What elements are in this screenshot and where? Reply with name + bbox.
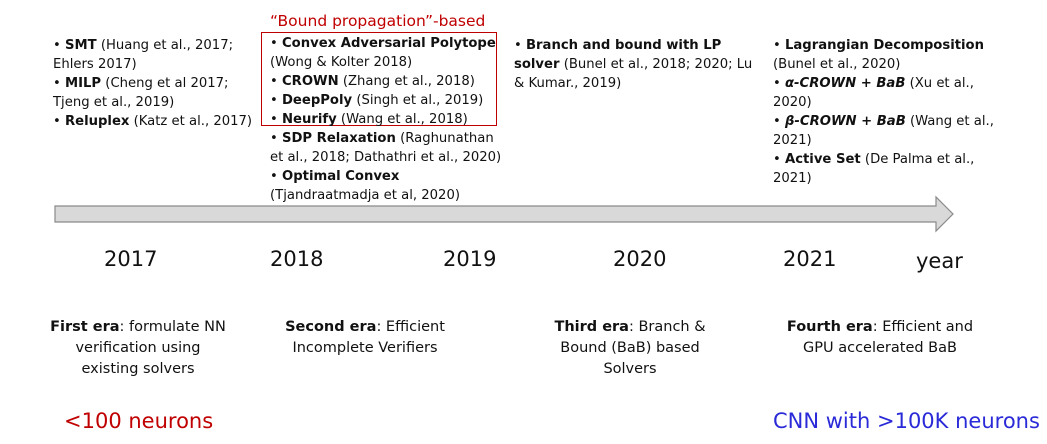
method-deeppoly: • DeepPoly (Singh et al., 2019) <box>270 93 484 108</box>
left-note: <100 neurons <box>64 409 214 433</box>
methods-2021: • Lagrangian Decomposition (Bunel et al.… <box>773 36 1013 188</box>
year-2021: 2021 <box>783 247 837 271</box>
year-2018: 2018 <box>270 247 324 271</box>
method-alpha-crown-bab: • α-CROWN + BaB (Xu et al., 2020) <box>773 76 974 110</box>
bound-propagation-box <box>261 32 497 126</box>
axis-label: year <box>916 249 963 273</box>
timeline-arrow-shape <box>54 195 954 233</box>
year-2019: 2019 <box>443 247 497 271</box>
method-beta-crown-bab: • β-CROWN + BaB (Wang et al., 2021) <box>773 114 994 148</box>
right-note: CNN with >100K neurons <box>773 409 1040 433</box>
era-fourth: Fourth era: Efficient and GPU accelerate… <box>786 319 974 356</box>
method-reluplex: • Reluplex (Katz et al., 2017) <box>53 114 253 129</box>
methods-2018: • Convex Adversarial Polytope (Wong & Ko… <box>270 34 502 205</box>
year-2017: 2017 <box>104 247 158 271</box>
method-branch-and-bound-lp: • Branch and bound with LP solver (Bunel… <box>514 38 753 91</box>
methods-2020: • Branch and bound with LP solver (Bunel… <box>514 36 754 93</box>
era-third: Third era: Branch & Bound (BaB) based So… <box>554 319 706 377</box>
method-active-set: • Active Set (De Palma et al., 2021) <box>773 152 975 186</box>
method-crown: • CROWN (Zhang et al., 2018) <box>270 74 475 89</box>
methods-2017: • SMT (Huang et al., 2017; Ehlers 2017) … <box>53 36 258 131</box>
method-smt: • SMT (Huang et al., 2017; Ehlers 2017) <box>53 38 234 72</box>
method-lagrangian-decomposition: • Lagrangian Decomposition (Bunel et al.… <box>773 38 985 72</box>
method-milp: • MILP (Cheng et al 2017; Tjeng et al., … <box>53 76 229 110</box>
method-neurify: • Neurify (Wang et al., 2018) <box>270 112 468 127</box>
year-2020: 2020 <box>613 247 667 271</box>
bound-propagation-label: “Bound propagation”-based <box>270 12 486 30</box>
method-convex-adversarial-polytope: • Convex Adversarial Polytope (Wong & Ko… <box>270 36 496 70</box>
method-optimal-convex: • Optimal Convex (Tjandraatmadja et al, … <box>270 169 460 203</box>
era-first: First era: formulate NN verification usi… <box>50 319 226 377</box>
method-sdp-relaxation: • SDP Relaxation (Raghunathan et al., 20… <box>270 131 502 165</box>
era-second: Second era: Efficient Incomplete Verifie… <box>285 319 445 356</box>
